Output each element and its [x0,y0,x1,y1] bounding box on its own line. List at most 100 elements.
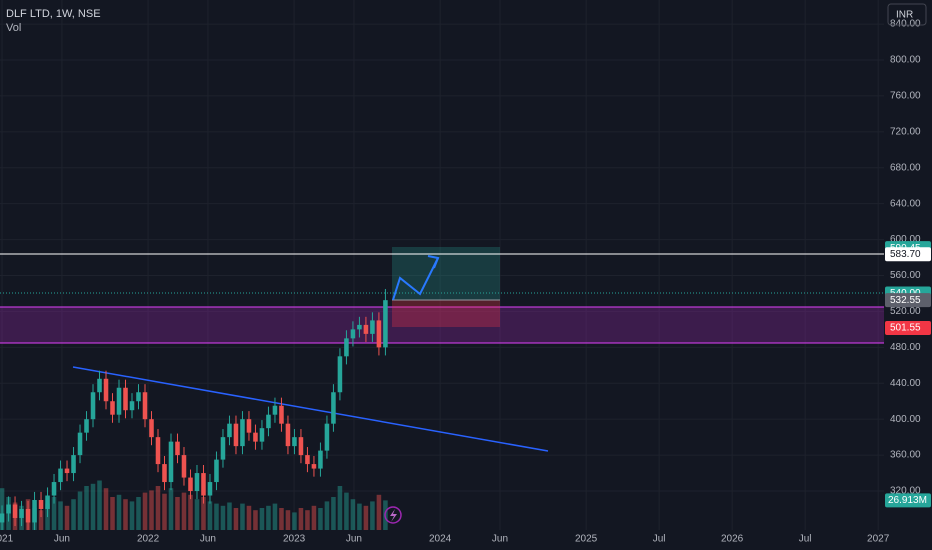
volume-bar [337,486,343,530]
price-tag [885,293,931,308]
volume-bar [162,493,167,530]
candle-body [45,495,50,509]
x-tick-label: Jun [492,534,508,545]
volume-bar [298,508,304,530]
candle-body [0,513,5,523]
candle-body [181,455,187,478]
volume-bar [331,497,336,530]
volume-bar [97,480,102,530]
x-tick-label: Jul [799,534,812,545]
candle-body [38,500,44,509]
candle-body [51,482,57,496]
volume-bar [103,488,109,530]
price-tag [885,247,931,262]
event-icon[interactable] [384,506,402,524]
candle-body [19,508,24,518]
volume-bar [71,499,76,530]
volume-bar [129,501,135,530]
y-tick-label: 800.00 [890,55,921,66]
y-tick-label: 360.00 [890,450,921,461]
y-tick-label: 400.00 [890,414,921,425]
volume-bar [311,505,317,530]
candle-body [71,455,76,474]
candle-body [363,324,369,334]
time-axis [0,530,884,550]
currency-button[interactable] [887,3,927,26]
chart-title: DLF LTD, 1W, NSE [6,8,101,20]
volume-bar [246,505,252,530]
projection-arrow [392,257,439,301]
x-tick-label: 2024 [429,534,452,545]
candle-body [344,338,349,357]
candle-body [84,419,89,433]
volume-bar [188,494,193,530]
volume-bar [175,497,180,530]
arrow-head [427,255,440,269]
candle-body [32,500,37,523]
candle-body [110,401,115,415]
axes: 320.00 360.00 400.00 440.00 480.00 520.00 560.… [0,19,931,545]
volume-bar [38,510,44,530]
x-tick-label: Jun [200,534,216,545]
volume-bar [123,499,128,530]
y-tick-label: 720.00 [890,126,921,137]
candle-body [90,392,96,420]
y-tick-label: 560.00 [890,270,921,281]
price-axis [884,0,932,550]
candle-body [123,387,128,411]
candle-body [58,468,63,483]
candle-body [194,473,200,492]
volume-bar [227,502,232,530]
volume-bar [149,490,154,530]
volume-bar [116,494,122,530]
volume-bar [194,499,200,530]
candle-body [233,423,239,447]
candle-body [279,405,284,424]
volume-bar [240,503,245,530]
volume-bar [84,486,89,530]
price-tag-label: 501.55 [890,323,921,334]
x-tick-label: 2026 [721,534,744,545]
y-tick-label: 320.00 [890,486,921,497]
x-tick-label: 2023 [283,534,306,545]
candle-body [64,468,70,474]
candle-body [259,428,265,442]
candle-body [240,419,245,447]
candle-body [214,459,219,483]
volume-bar [370,501,375,530]
candle-body [207,482,213,496]
volume-bar [233,508,239,530]
candle-body [136,392,141,402]
volume-bar [305,510,310,530]
candle-body [220,437,226,460]
candle-body [350,329,356,339]
x-tick-label: 2027 [867,534,890,545]
price-tag [885,320,931,335]
volume-bar [77,491,83,530]
candle-body [175,441,180,456]
volume-tag [885,493,931,508]
candle-body [376,320,382,348]
volume-tag-label: 26.913M [888,495,927,506]
target-box [392,247,500,300]
volume-bar [350,499,356,530]
volume-bar [58,501,63,530]
volume-bar [110,497,115,530]
candle-body [331,392,336,424]
price-tag-label: 532.55 [890,295,921,306]
y-tick-label: 840.00 [890,19,921,30]
x-tick-label: 2021 [0,534,14,545]
candle-body [77,432,83,456]
candle-body [103,378,109,402]
grid [0,0,884,530]
x-tick-label: Jun [346,534,362,545]
volume-bar [285,510,291,530]
candle-body [383,300,388,348]
volume-bar [155,486,161,530]
volume-bar [292,512,297,530]
candle-body [162,464,167,483]
currency[interactable]: INR [896,10,913,21]
volume-bar [201,497,206,530]
